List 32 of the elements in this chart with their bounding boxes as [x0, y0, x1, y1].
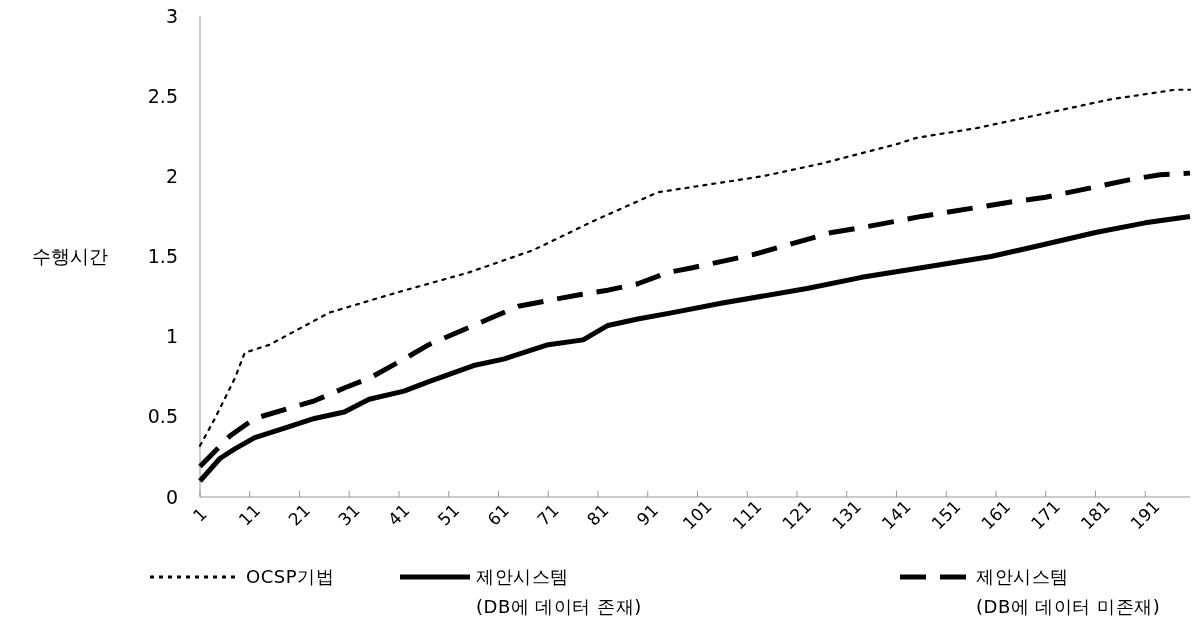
x-tick-label: 1: [188, 503, 211, 526]
x-tick-label: 131: [827, 496, 866, 534]
x-tick-label: 151: [927, 496, 965, 534]
legend-label: 제안시스템 (DB에 데이터 존재): [476, 566, 642, 618]
legend-label: OCSP기법: [246, 566, 335, 588]
x-tick-label: 51: [433, 500, 464, 530]
x-tick-label: 191: [1126, 496, 1164, 534]
x-tick-label: 71: [533, 500, 563, 530]
x-tick-label: 41: [384, 500, 414, 530]
y-tick-label: 0: [165, 485, 178, 508]
y-tick-label: 1: [165, 325, 178, 348]
y-tick-label: 1.5: [147, 245, 178, 268]
line-series: [198, 88, 1192, 447]
y-tick-label: 3: [165, 4, 178, 27]
x-tick-label: 31: [334, 500, 364, 530]
y-axis-title: 수행시간: [32, 245, 108, 268]
x-tick-label: 141: [877, 496, 915, 534]
x-tick-label: 181: [1076, 496, 1114, 534]
y-tick-label: 2.5: [147, 84, 178, 107]
x-tick-label: 161: [977, 496, 1015, 534]
x-tick-label: 61: [483, 500, 513, 530]
x-tick-label: 91: [632, 500, 663, 530]
x-tick-label: 11: [234, 500, 265, 530]
x-tick-label: 101: [678, 496, 716, 534]
x-tick-label: 111: [728, 496, 766, 534]
y-tick-label: 0.5: [147, 405, 178, 428]
legend-label: 제안시스템 (DB에 데이터 미존재): [976, 566, 1161, 618]
x-tick-label: 121: [778, 496, 816, 534]
x-tick-label: 171: [1026, 496, 1065, 534]
x-tick-label: 81: [583, 500, 613, 530]
x-tick-label: 21: [284, 500, 314, 530]
y-tick-label: 2: [165, 164, 178, 187]
